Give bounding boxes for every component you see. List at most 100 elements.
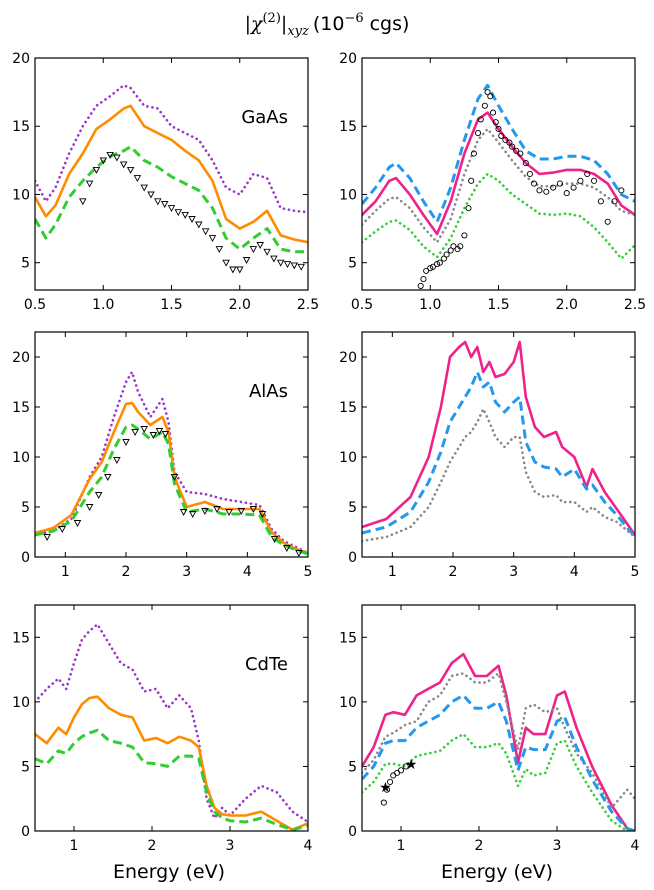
title-superscript: (2) xyxy=(262,11,280,26)
panel-left-bottom: 1 2 3 4 0 5 10 15 CdTe xyxy=(12,604,313,854)
data-point-triangle xyxy=(170,474,179,481)
data-point-triangle xyxy=(140,184,148,192)
data-point-triangle xyxy=(208,235,217,243)
data-point-triangle xyxy=(133,175,142,183)
data-point-triangle xyxy=(290,262,299,270)
data-point-triangle xyxy=(263,248,271,256)
data-point-circle xyxy=(380,799,387,806)
title-units-exp: −6 xyxy=(344,11,363,26)
data-point-circle xyxy=(492,119,499,126)
data-point-circle xyxy=(443,251,450,258)
data-point-circle xyxy=(591,177,598,184)
series-blue-dashed xyxy=(362,693,635,831)
x-tick-label: 4 xyxy=(243,564,252,580)
data-point-circle xyxy=(530,180,538,187)
plot-area-right-top xyxy=(362,83,635,289)
data-point-triangle xyxy=(225,509,233,516)
x-tick-label: 1 xyxy=(70,838,79,854)
data-point-circle xyxy=(461,232,468,239)
x-tick-label: 1.5 xyxy=(487,297,509,313)
y-tick-label: 15 xyxy=(12,119,30,135)
series-gray-dotted xyxy=(362,672,635,810)
x-tick-label: 2.5 xyxy=(297,297,319,313)
data-point-circle xyxy=(397,767,405,774)
data-point-triangle xyxy=(92,166,101,174)
x-tick-label: 0.5 xyxy=(24,297,46,313)
y-tick-label: 15 xyxy=(12,630,30,646)
title-units-open: (10 xyxy=(313,13,345,35)
material-label: GaAs xyxy=(241,107,288,128)
x-tick-label: 1 xyxy=(388,564,397,580)
data-point-triangle xyxy=(237,508,246,515)
data-point-triangle xyxy=(94,492,103,499)
x-tick-label: 5 xyxy=(304,564,313,580)
series-pink-solid xyxy=(362,652,635,831)
x-tick-label: 2 xyxy=(148,838,157,854)
data-point-triangle xyxy=(283,261,292,269)
data-point-triangle xyxy=(79,198,87,206)
x-tick-label: 1 xyxy=(61,564,70,580)
data-point-triangle xyxy=(154,198,162,206)
data-point-circle xyxy=(522,160,529,167)
panel-left-middle: 1 2 3 4 5 0 5 10 15 20 AlAs xyxy=(12,331,313,580)
data-point-circle xyxy=(517,150,524,157)
x-tick-label: 5 xyxy=(631,564,640,580)
data-point-circle xyxy=(470,150,477,157)
data-point-circle xyxy=(474,130,482,137)
x-tick-label: 2 xyxy=(122,564,131,580)
data-point-star: ★ xyxy=(405,757,418,773)
data-point-circle xyxy=(563,190,570,197)
series-orange-solid xyxy=(35,401,308,555)
data-point-triangle xyxy=(122,439,130,446)
data-point-circle xyxy=(429,263,437,270)
data-point-circle xyxy=(618,187,625,194)
data-point-triangle xyxy=(106,151,114,159)
plot-area-left-top xyxy=(35,84,308,274)
data-point-triangle xyxy=(119,161,128,169)
series-green-dotted xyxy=(362,732,635,831)
data-point-triangle xyxy=(188,216,196,223)
x-tick-label: 4 xyxy=(570,564,579,580)
x-tick-label: 2.0 xyxy=(556,297,578,313)
series-purple-dotted xyxy=(35,84,308,214)
data-point-triangle xyxy=(276,259,285,267)
data-point-triangle xyxy=(85,504,94,511)
title-subscript: xyz xyxy=(287,24,309,39)
material-label: CdTe xyxy=(245,654,288,675)
x-tick-label: 1.0 xyxy=(419,297,441,313)
x-tick-label: 3 xyxy=(553,838,562,854)
data-point-circle xyxy=(526,170,533,178)
data-point-circle xyxy=(417,282,424,289)
data-point-triangle xyxy=(258,511,267,518)
data-point-circle xyxy=(584,170,591,178)
y-tick-label: 5 xyxy=(348,759,357,775)
data-point-circle xyxy=(477,116,484,123)
y-tick-label: 10 xyxy=(339,450,357,466)
data-point-triangle xyxy=(174,209,183,217)
data-point-circle xyxy=(570,184,577,191)
data-point-circle xyxy=(450,243,457,250)
data-point-triangle xyxy=(188,511,197,518)
series-blue-dashed xyxy=(362,370,635,538)
x-tick-label: 4 xyxy=(631,838,640,854)
plot-area-right-middle xyxy=(362,340,635,543)
y-tick-label: 20 xyxy=(339,350,357,366)
data-point-circle xyxy=(420,276,427,283)
x-axis-label-right: Energy (eV) xyxy=(441,861,553,883)
data-point-circle xyxy=(495,125,502,133)
data-point-triangle xyxy=(160,201,169,208)
data-point-circle xyxy=(447,247,454,254)
panel-right-top: 0.5 1.0 1.5 2.0 2.5 5 10 15 20 xyxy=(339,51,646,313)
series-orange-solid xyxy=(35,104,308,244)
data-point-triangle xyxy=(73,520,82,527)
data-point-circle xyxy=(484,89,491,96)
y-tick-label: 0 xyxy=(21,824,30,840)
data-point-circle xyxy=(440,255,447,262)
x-tick-label: 1 xyxy=(397,838,406,854)
data-point-triangle xyxy=(242,257,251,264)
series-gray-dotted xyxy=(362,127,635,244)
data-point-triangle xyxy=(104,474,112,481)
y-tick-label: 20 xyxy=(12,51,30,67)
data-point-triangle xyxy=(113,457,121,464)
data-point-circle xyxy=(556,180,563,187)
